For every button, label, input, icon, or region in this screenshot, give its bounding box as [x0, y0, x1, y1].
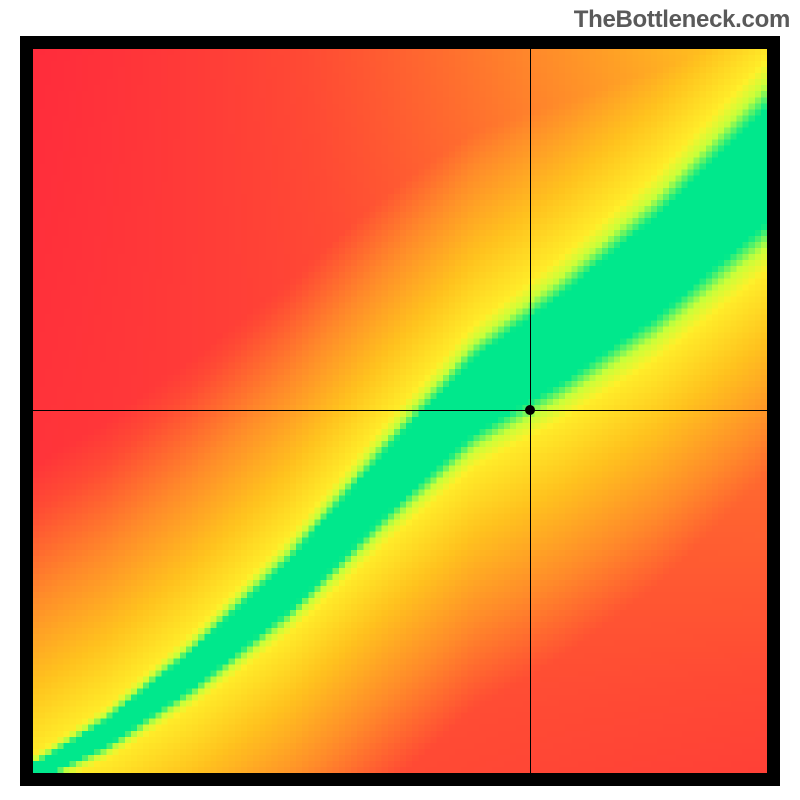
watermark-text: TheBottleneck.com — [574, 6, 790, 34]
figure-container: TheBottleneck.com — [0, 0, 800, 800]
heatmap-canvas — [33, 49, 767, 773]
crosshair-dot — [525, 405, 535, 415]
plot-frame — [20, 36, 780, 786]
crosshair-horizontal — [33, 410, 767, 411]
